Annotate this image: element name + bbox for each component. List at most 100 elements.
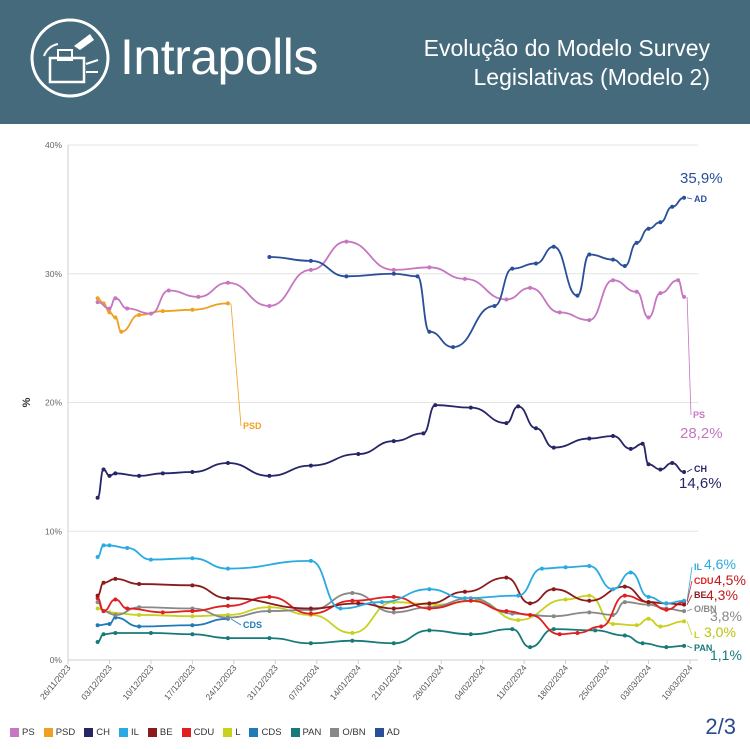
series-end-value: 4,6% [704,556,736,572]
x-tick-label: 03/03/2024 [618,663,653,702]
x-tick-label: 04/02/2024 [452,663,487,702]
data-point [190,556,195,561]
series-o-bn [95,591,687,620]
y-tick-label: 30% [45,269,62,279]
data-point [113,597,118,602]
data-point [415,274,420,279]
y-tick-label: 0% [50,655,63,665]
data-point [427,628,432,633]
series-end-value: 14,6% [679,475,722,492]
series-end-label: PAN [694,643,712,653]
data-point [107,621,112,626]
y-tick-label: 20% [45,398,62,408]
data-point [101,632,106,637]
data-point [664,601,669,606]
data-point [101,609,106,614]
brand-name: Intrapolls [120,29,318,85]
label-leader [686,468,693,473]
data-point [670,461,675,466]
data-point [225,280,230,285]
data-point [539,566,544,571]
data-point [190,470,195,475]
legend-item: PAN [290,727,321,738]
label-leader [686,566,693,601]
data-point [267,636,272,641]
legend-item: IL [118,727,139,738]
x-tick-label: 21/01/2024 [369,663,404,702]
data-point [148,311,153,316]
x-tick-label: 14/01/2024 [328,663,363,702]
data-point [308,463,313,468]
x-tick-label: 28/01/2024 [411,663,446,702]
data-point [391,606,396,611]
data-point [225,301,230,306]
y-axis-label: % [21,397,33,407]
data-point [137,605,142,610]
data-point [599,624,604,629]
data-point [107,306,112,311]
legend-label: CH [96,727,110,738]
data-point [190,632,195,637]
label-leader [686,296,692,416]
series-psd [95,296,230,334]
data-point [267,303,272,308]
legend-label: L [235,727,241,738]
data-point [610,621,615,626]
data-point [533,426,538,431]
data-point [664,645,669,650]
series-line [97,628,685,649]
legend-item: BE [147,727,173,738]
series-be [95,575,687,611]
y-tick-label: 10% [45,526,62,536]
data-point [622,584,627,589]
data-point [190,609,195,614]
data-point [528,285,533,290]
data-point [622,264,627,269]
data-point [95,593,100,598]
data-point [137,582,142,587]
data-point [308,267,313,272]
x-tick-label: 07/01/2024 [286,663,321,702]
data-point [350,598,355,603]
data-point [225,603,230,608]
data-point [267,473,272,478]
data-point [225,566,230,571]
data-point [510,627,515,632]
data-point [587,436,592,441]
series-end-value: 35,9% [680,170,723,187]
data-point [391,594,396,599]
data-point [308,606,313,611]
data-point [196,294,201,299]
legend-item: PSD [43,727,75,738]
data-point [492,303,497,308]
series-end-value: 4,5% [714,572,746,588]
ballot-box-logo-icon [30,18,110,98]
data-point [267,605,272,610]
y-tick-label: 40% [45,140,62,150]
x-tick-label: 18/02/2024 [535,663,570,702]
label-leader [686,580,693,603]
data-point [664,607,669,612]
header-banner: Intrapolls Evolução do Modelo Survey Leg… [0,0,750,124]
x-tick-label: 03/12/2023 [79,663,114,702]
data-point [427,329,432,334]
title-line-1: Evolução do Modelo Survey [423,35,710,61]
legend-swatch [223,728,233,737]
data-point [95,495,100,500]
data-point [148,557,153,562]
series-line [97,297,228,333]
data-point [190,583,195,588]
series-end-label: BE [694,590,707,600]
data-point [113,612,118,617]
data-point [587,598,592,603]
data-point [391,641,396,646]
x-tick-label: 10/03/2024 [660,663,695,702]
data-point [610,433,615,438]
legend-item: PS [10,727,35,738]
data-point [551,627,556,632]
series-end-value: 3,0% [704,624,736,640]
data-point [682,619,687,624]
data-point [125,606,130,611]
data-point [551,614,556,619]
data-point [682,195,687,200]
